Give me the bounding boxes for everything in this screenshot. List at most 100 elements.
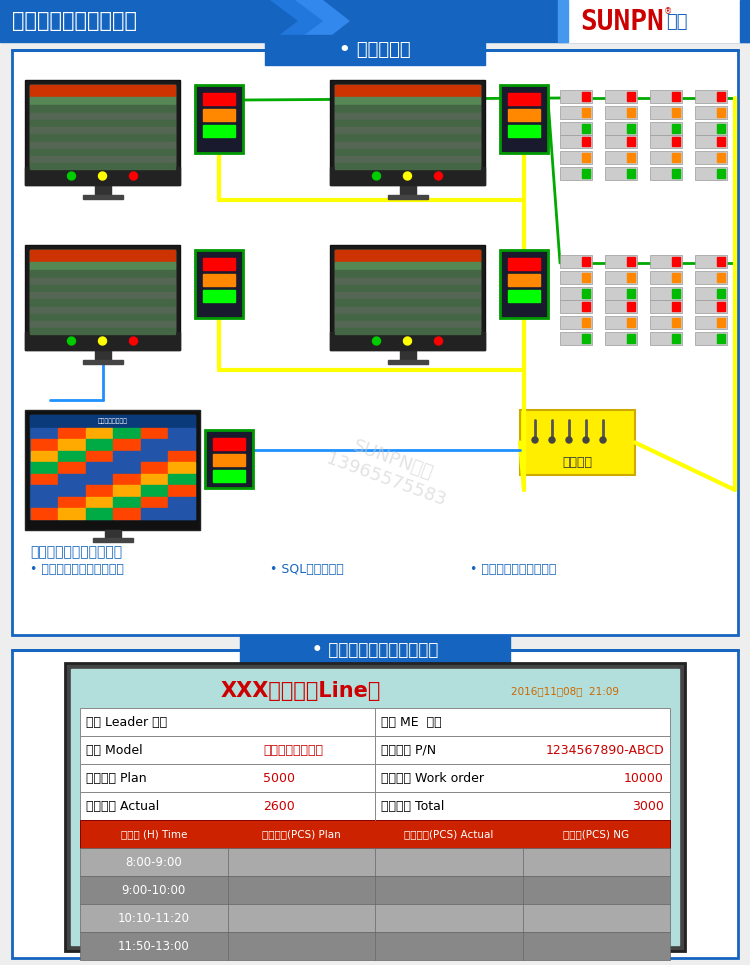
Bar [672,108,680,117]
Bar [650,300,682,313]
Text: 10:10-11:20: 10:10-11:20 [118,912,190,924]
Bar [605,271,637,284]
Bar [717,257,725,266]
Circle shape [68,172,76,180]
Bar [335,127,480,134]
Bar [672,169,680,178]
Bar [582,169,590,178]
Bar [140,462,167,473]
Bar [113,474,140,484]
Text: 班长 Leader 人名: 班长 Leader 人名 [86,715,167,729]
Bar [113,497,140,507]
Bar [335,328,480,335]
Bar [695,106,727,119]
Bar [205,430,253,488]
Text: 讯鹏: 讯鹏 [666,13,688,31]
Bar [335,85,480,97]
Bar [627,257,635,266]
Bar [582,257,590,266]
Bar [508,93,540,105]
Bar [203,258,235,270]
Bar [582,318,590,327]
Text: SUNPN讯鹏
13965575583: SUNPN讯鹏 13965575583 [324,430,456,510]
Bar [695,287,727,300]
Bar [717,302,725,311]
Bar [627,108,635,117]
Bar [86,462,112,473]
Bar [30,415,195,427]
Bar [650,332,682,345]
Bar [335,85,480,172]
Bar [25,80,180,185]
Bar [335,149,480,155]
Bar [104,530,121,538]
Bar [560,287,592,300]
Bar [717,273,725,282]
Bar [25,332,180,350]
Bar [31,485,57,495]
Bar [86,439,112,450]
Bar [560,255,592,268]
Bar [650,271,682,284]
Bar [30,314,175,320]
Text: 3000: 3000 [632,799,664,813]
Bar [560,122,592,135]
Bar [582,108,590,117]
Bar [560,300,592,313]
Bar [240,635,510,665]
Bar [195,250,243,318]
Bar [605,135,637,148]
Bar [672,137,680,146]
Bar [195,85,243,153]
Text: • 产线显示端，数据采集端: • 产线显示端，数据采集端 [30,563,124,576]
Bar [31,497,57,507]
Bar [330,332,485,350]
Circle shape [130,172,137,180]
Bar [627,153,635,162]
Bar [500,250,548,318]
Bar [58,474,85,484]
Bar [650,122,682,135]
Bar [672,302,680,311]
Bar [695,271,727,284]
Bar [30,320,175,327]
Bar [740,0,750,42]
Bar [605,255,637,268]
Bar [113,451,140,461]
Bar [30,415,195,519]
Text: 8:00-9:00: 8:00-9:00 [125,856,182,868]
Bar [25,410,200,530]
Bar [560,332,592,345]
Bar [558,0,568,42]
Bar [335,292,480,299]
Bar [582,137,590,146]
Bar [113,427,140,438]
Bar [113,485,140,495]
Bar [582,153,590,162]
Bar [94,185,110,195]
Bar [627,318,635,327]
Bar [605,106,637,119]
Bar [672,289,680,298]
Bar [627,137,635,146]
Bar [92,538,133,542]
Bar [203,109,235,121]
Bar [30,97,175,104]
Bar [30,307,175,313]
Bar [560,316,592,329]
Bar [717,124,725,133]
Bar [30,285,175,291]
Bar [330,245,485,350]
Bar [31,439,57,450]
Bar [80,904,670,932]
Bar [560,151,592,164]
Bar [650,167,682,180]
Bar [695,332,727,345]
Bar [30,142,175,148]
Text: • 系统拓扑图: • 系统拓扑图 [339,41,411,59]
Bar [627,169,635,178]
Bar [25,245,180,350]
Text: • 办公室人员后台操作端: • 办公室人员后台操作端 [470,563,556,576]
Bar [605,316,637,329]
Bar [695,316,727,329]
